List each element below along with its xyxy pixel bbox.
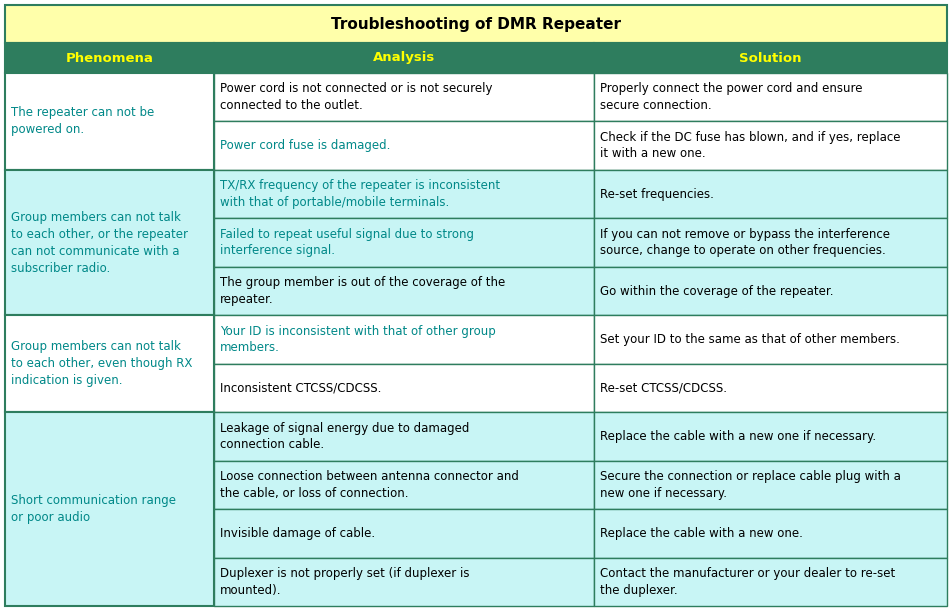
- Text: Power cord is not connected or is not securely
connected to the outlet.: Power cord is not connected or is not se…: [220, 82, 492, 112]
- Bar: [214, 218, 594, 267]
- Text: Short communication range
or poor audio: Short communication range or poor audio: [11, 494, 176, 524]
- Bar: [594, 43, 947, 73]
- Text: Loose connection between antenna connector and
the cable, or loss of connection.: Loose connection between antenna connect…: [220, 470, 519, 500]
- Bar: [594, 218, 947, 267]
- Bar: [594, 558, 947, 606]
- Bar: [5, 170, 214, 315]
- Bar: [214, 412, 594, 461]
- Text: Leakage of signal energy due to damaged
connection cable.: Leakage of signal energy due to damaged …: [220, 422, 469, 451]
- Bar: [214, 122, 594, 170]
- Bar: [594, 170, 947, 218]
- Bar: [214, 364, 594, 412]
- Bar: [594, 315, 947, 364]
- Text: Power cord fuse is damaged.: Power cord fuse is damaged.: [220, 139, 390, 152]
- Text: Group members can not talk
to each other, or the repeater
can not communicate wi: Group members can not talk to each other…: [11, 211, 188, 274]
- Bar: [5, 5, 947, 43]
- Bar: [594, 509, 947, 558]
- Text: Duplexer is not properly set (if duplexer is
mounted).: Duplexer is not properly set (if duplexe…: [220, 567, 469, 596]
- Text: If you can not remove or bypass the interference
source, change to operate on ot: If you can not remove or bypass the inte…: [600, 228, 890, 257]
- Text: Replace the cable with a new one if necessary.: Replace the cable with a new one if nece…: [600, 430, 876, 443]
- Bar: [214, 170, 594, 218]
- Text: Group members can not talk
to each other, even though RX
indication is given.: Group members can not talk to each other…: [11, 340, 192, 387]
- Bar: [594, 364, 947, 412]
- Bar: [214, 509, 594, 558]
- Text: Secure the connection or replace cable plug with a
new one if necessary.: Secure the connection or replace cable p…: [600, 470, 901, 500]
- Text: Re-set frequencies.: Re-set frequencies.: [600, 188, 714, 200]
- Bar: [594, 461, 947, 509]
- Text: Properly connect the power cord and ensure
secure connection.: Properly connect the power cord and ensu…: [600, 82, 863, 112]
- Bar: [214, 315, 594, 364]
- Bar: [594, 122, 947, 170]
- Bar: [214, 461, 594, 509]
- Text: Inconsistent CTCSS/CDCSS.: Inconsistent CTCSS/CDCSS.: [220, 381, 382, 395]
- Text: TX/RX frequency of the repeater is inconsistent
with that of portable/mobile ter: TX/RX frequency of the repeater is incon…: [220, 180, 500, 209]
- Bar: [594, 412, 947, 461]
- Bar: [214, 73, 594, 122]
- Bar: [594, 267, 947, 315]
- Bar: [5, 43, 214, 73]
- Text: Solution: Solution: [739, 51, 802, 65]
- Text: Invisible damage of cable.: Invisible damage of cable.: [220, 527, 375, 540]
- Bar: [214, 267, 594, 315]
- Text: Analysis: Analysis: [373, 51, 435, 65]
- Text: The group member is out of the coverage of the
repeater.: The group member is out of the coverage …: [220, 276, 506, 306]
- Text: Troubleshooting of DMR Repeater: Troubleshooting of DMR Repeater: [331, 16, 621, 32]
- Text: Go within the coverage of the repeater.: Go within the coverage of the repeater.: [600, 285, 833, 298]
- Text: The repeater can not be
powered on.: The repeater can not be powered on.: [11, 106, 154, 136]
- Text: Re-set CTCSS/CDCSS.: Re-set CTCSS/CDCSS.: [600, 381, 726, 395]
- Bar: [214, 43, 594, 73]
- Text: Failed to repeat useful signal due to strong
interference signal.: Failed to repeat useful signal due to st…: [220, 228, 474, 257]
- Bar: [5, 73, 214, 170]
- Bar: [5, 315, 214, 412]
- Text: Contact the manufacturer or your dealer to re-set
the duplexer.: Contact the manufacturer or your dealer …: [600, 567, 895, 596]
- Bar: [214, 558, 594, 606]
- Text: Replace the cable with a new one.: Replace the cable with a new one.: [600, 527, 803, 540]
- Text: Check if the DC fuse has blown, and if yes, replace
it with a new one.: Check if the DC fuse has blown, and if y…: [600, 131, 901, 161]
- Bar: [5, 412, 214, 606]
- Text: Set your ID to the same as that of other members.: Set your ID to the same as that of other…: [600, 333, 900, 346]
- Text: Your ID is inconsistent with that of other group
members.: Your ID is inconsistent with that of oth…: [220, 325, 496, 354]
- Bar: [594, 73, 947, 122]
- Text: Phenomena: Phenomena: [66, 51, 153, 65]
